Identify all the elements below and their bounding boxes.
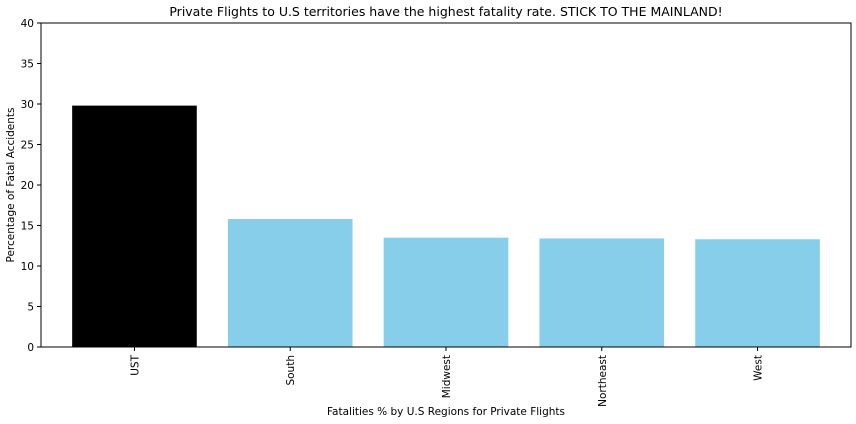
bar-northeast xyxy=(539,238,665,347)
chart-title: Private Flights to U.S territories have … xyxy=(169,4,722,19)
x-tick-label-ust: UST xyxy=(129,354,141,375)
plot-frame xyxy=(40,22,852,348)
y-tick-label: 10 xyxy=(21,261,34,273)
y-tick-label: 15 xyxy=(21,221,34,233)
bar-west xyxy=(695,239,820,347)
bar-south xyxy=(227,219,353,347)
x-tick-label-northeast: Northeast xyxy=(597,355,609,407)
bars-group xyxy=(72,105,820,348)
y-tick-label: 25 xyxy=(21,140,34,152)
x-tick-label-south: South xyxy=(285,355,297,386)
bar-ust xyxy=(72,105,197,348)
y-axis-ticks: 0 5 10 15 20 25 30 35 40 xyxy=(21,18,41,354)
x-axis-label: Fatalities % by U.S Regions for Private … xyxy=(327,406,565,418)
x-tick-label-midwest: Midwest xyxy=(441,355,453,398)
x-axis-ticks: UST South Midwest Northeast West xyxy=(129,347,765,407)
y-axis-label: Percentage of Fatal Accidents xyxy=(5,107,17,262)
y-tick-label: 5 xyxy=(27,302,34,314)
y-tick-label: 30 xyxy=(21,99,34,111)
y-tick-label: 20 xyxy=(21,180,34,192)
y-tick-label: 40 xyxy=(21,18,34,30)
x-tick-label-west: West xyxy=(753,355,765,381)
y-tick-label: 0 xyxy=(27,342,34,354)
bar-midwest xyxy=(383,237,509,347)
y-tick-label: 35 xyxy=(21,59,34,71)
